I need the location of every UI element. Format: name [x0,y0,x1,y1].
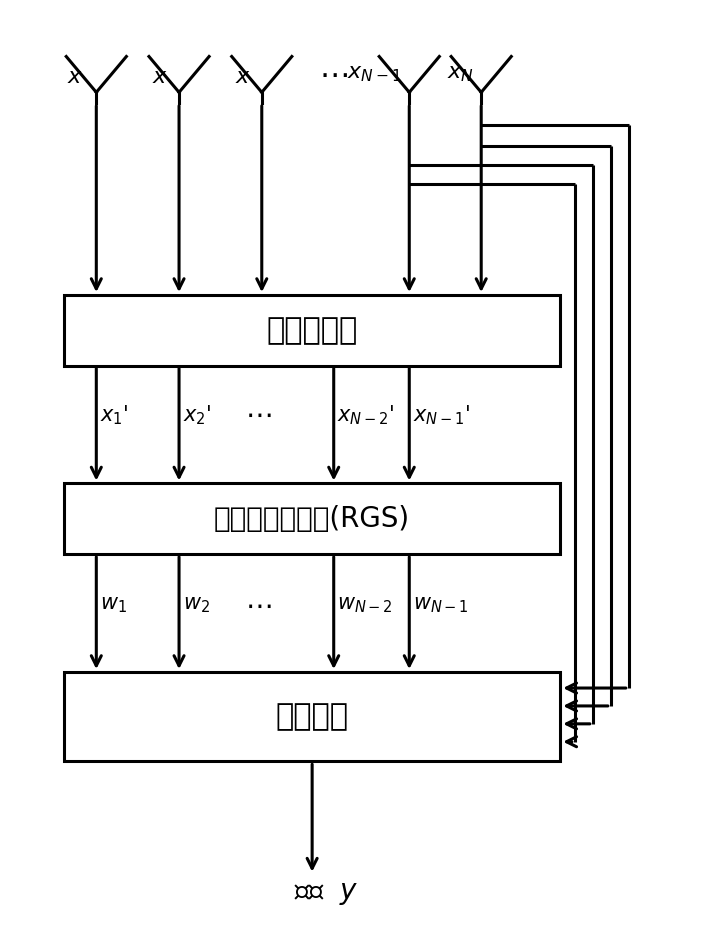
Text: 加权求和: 加权求和 [276,702,349,731]
Text: $x_2$': $x_2$' [183,403,211,427]
Text: $x_N$: $x_N$ [447,64,474,84]
Text: $x_{}$: $x_{}$ [67,64,83,84]
Bar [64,295,560,366]
Bar [64,672,560,761]
Text: $w_{N-2}$: $w_{N-2}$ [337,595,393,615]
Text: 数据预处理: 数据预处理 [267,316,357,345]
Bar [64,483,560,555]
Text: 输出  $y$: 输出 $y$ [294,880,359,907]
Text: $x_{}$: $x_{}$ [152,64,168,84]
Text: $x_1$': $x_1$' [100,403,128,427]
Text: $x_{}$: $x_{}$ [235,64,251,84]
Text: 自适应权值求解(RGS): 自适应权值求解(RGS) [214,504,410,533]
Text: $x_{N-2}$': $x_{N-2}$' [337,403,394,427]
Text: $\cdots$: $\cdots$ [245,592,271,619]
Text: $x_{N-1}$': $x_{N-1}$' [413,403,471,427]
Text: $w_1$: $w_1$ [100,595,127,615]
Text: $x_{N-1}$: $x_{N-1}$ [347,64,402,84]
Text: $\cdots$: $\cdots$ [245,401,271,429]
Text: $\cdots$: $\cdots$ [319,60,348,89]
Text: $w_2$: $w_2$ [183,595,210,615]
Text: $w_{N-1}$: $w_{N-1}$ [413,595,468,615]
